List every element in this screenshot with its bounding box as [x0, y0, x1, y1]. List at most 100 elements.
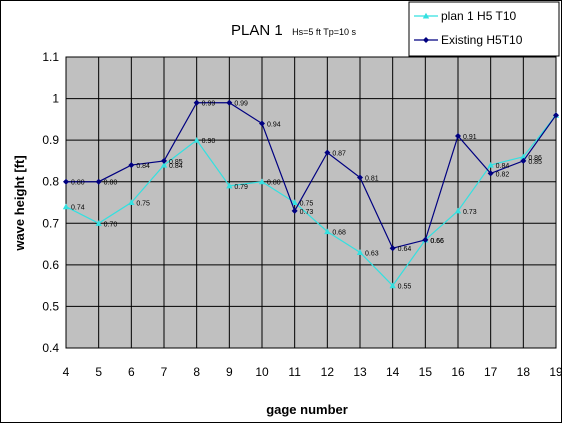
y-tick-label: 1	[52, 92, 59, 106]
x-axis-title: gage number	[266, 402, 348, 417]
series-2-point	[128, 162, 135, 169]
series-2-point	[487, 170, 494, 177]
y-tick-label: 0.8	[42, 175, 59, 189]
x-tick-label: 16	[451, 365, 465, 379]
series-2-point	[422, 236, 429, 243]
y-axis-title: wave height [ft]	[12, 155, 27, 251]
y-tick-label: 0.6	[42, 258, 59, 272]
x-tick-label: 9	[226, 365, 233, 379]
legend-marker-2	[423, 37, 429, 43]
x-tick-label: 6	[128, 365, 135, 379]
x-axis-ticks: 4 5 6 7 8 9 10 11 12 13 14 15 16 17 18 19	[63, 365, 562, 379]
series-2-point	[455, 132, 461, 139]
series-line-2	[66, 102, 557, 249]
data-labels: 0.74 0.70 0.75 0.84 0.90 0.79 0.80 0.75 0.68 0.63…	[71, 101, 562, 291]
series-1-point	[291, 199, 298, 206]
series-2-point	[291, 207, 298, 214]
series-1-point	[128, 199, 135, 206]
legend: plan 1 H5 T10 Existing H5T10	[408, 1, 560, 57]
data-label: 0.73	[463, 209, 477, 216]
data-label: 0.80	[267, 180, 281, 187]
data-label: 0.99	[202, 101, 216, 108]
x-tick-label: 10	[255, 365, 269, 379]
series-2-point	[95, 178, 102, 185]
data-label: 0.91	[463, 134, 477, 141]
data-label: 0.66	[430, 238, 444, 245]
chart-subtitle: Hs=5 ft Tp=10 s	[292, 27, 356, 37]
data-label: 0.73	[300, 209, 314, 216]
chart-title: PLAN 1 Hs=5 ft Tp=10 s	[231, 22, 357, 39]
series-1-point	[62, 203, 70, 210]
y-tick-label: 0.5	[42, 299, 59, 313]
data-label: 0.55	[398, 284, 412, 291]
data-label: 0.75	[300, 201, 314, 208]
y-axis-ticks: 0.4 0.5 0.6 0.7 0.8 0.9 1 1.1	[42, 50, 59, 355]
gridlines	[65, 56, 557, 349]
series-1-point	[356, 249, 364, 255]
data-label: 0.84	[496, 163, 510, 170]
data-label: 0.64	[398, 246, 412, 253]
series-1-point	[193, 136, 200, 143]
y-tick-label: 0.9	[42, 133, 59, 147]
x-tick-label: 18	[517, 365, 531, 379]
legend-marker-1	[422, 12, 430, 19]
series-2-point	[520, 157, 527, 164]
series-2-point	[553, 112, 559, 119]
series-2-point	[259, 120, 265, 127]
series-2-point	[226, 99, 233, 106]
chart-title-main: PLAN 1	[231, 22, 283, 39]
series-1-point	[226, 182, 233, 189]
data-label: 0.85	[169, 159, 183, 166]
legend-label-1: plan 1 H5 T10	[441, 9, 516, 23]
y-tick-label: 1.1	[42, 50, 59, 64]
data-label: 0.81	[365, 176, 379, 183]
series-1-point	[389, 282, 396, 289]
y-tick-label: 0.4	[42, 341, 59, 355]
data-label: 0.86	[528, 155, 542, 162]
data-label: 0.75	[136, 201, 150, 208]
plot-area	[65, 56, 557, 349]
data-label: 0.80	[71, 180, 85, 187]
data-label: 0.94	[267, 122, 281, 129]
data-label: 0.87	[332, 151, 346, 158]
series-1-point	[324, 228, 331, 235]
x-tick-label: 17	[484, 365, 498, 379]
x-tick-label: 15	[419, 365, 433, 379]
data-label: 0.66	[430, 238, 444, 245]
data-label: 0.84	[169, 163, 183, 170]
series-1-point	[160, 161, 168, 168]
y-tick-label: 0.7	[42, 216, 59, 230]
series-2-point	[63, 178, 69, 185]
series-1-point	[454, 207, 462, 214]
x-tick-label: 12	[321, 365, 335, 379]
data-label: 0.99	[234, 101, 248, 108]
series-2-point	[389, 245, 396, 252]
series-2-point	[193, 99, 200, 106]
data-label: 0.68	[332, 230, 346, 237]
x-tick-label: 13	[353, 365, 367, 379]
x-tick-label: 19	[549, 365, 562, 379]
series-1-point	[95, 220, 102, 226]
data-label: 0.84	[136, 163, 150, 170]
x-tick-label: 8	[193, 365, 200, 379]
data-label: 0.82	[496, 171, 510, 178]
data-label: 0.70	[104, 221, 118, 228]
legend-label-2: Existing H5T10	[441, 33, 523, 47]
x-tick-label: 4	[63, 365, 70, 379]
series-line-1	[65, 114, 557, 287]
series-1-point	[258, 178, 266, 185]
series-2-point	[357, 174, 363, 181]
x-tick-label: 7	[161, 365, 168, 379]
series-2-point	[324, 149, 331, 156]
data-label: 0.85	[528, 159, 542, 166]
data-label: 0.79	[234, 184, 248, 191]
series-2-point	[161, 157, 167, 164]
data-label: 0.90	[202, 138, 216, 145]
x-tick-label: 14	[386, 365, 400, 379]
x-tick-label: 11	[288, 365, 301, 379]
series-1-point	[487, 161, 494, 168]
data-label: 0.80	[104, 180, 118, 187]
legend-box	[408, 1, 560, 57]
data-label: 0.74	[71, 205, 85, 212]
